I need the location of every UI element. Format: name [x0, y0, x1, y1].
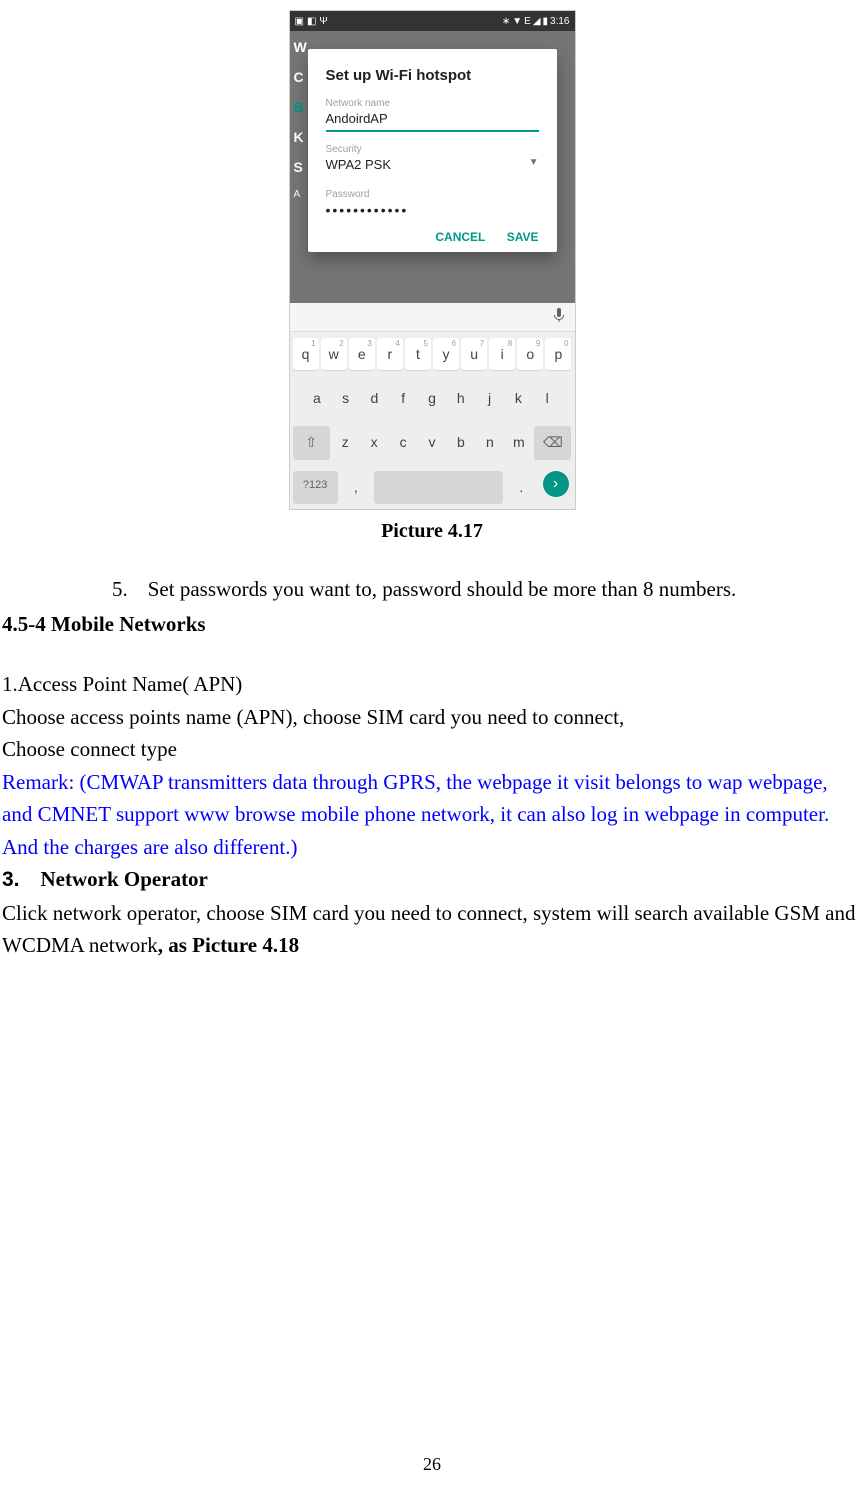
operator-number: 3. [2, 868, 20, 891]
usb-icon: Ψ [319, 16, 327, 27]
symbols-key[interactable]: ?123 [293, 471, 338, 503]
key-p[interactable]: p0 [545, 338, 571, 370]
operator-item: 3. Network Operator [2, 863, 862, 897]
apn-line-1: Choose access points name (APN), choose … [2, 701, 862, 734]
key-x[interactable]: x [361, 426, 388, 459]
step-5-number: 5. [112, 573, 128, 606]
backspace-key[interactable]: ⌫ [534, 426, 571, 459]
go-key[interactable]: › [543, 471, 569, 497]
password-input[interactable]: •••••••••••• [326, 202, 539, 222]
key-b[interactable]: b [447, 426, 474, 459]
phone-screenshot: ▣ ◧ Ψ ∗ ▼ E ◢ ▮ 3:16 W C B K [289, 10, 576, 510]
keyboard-row-3: ⇧ zxcvbnm ⌫ [290, 420, 575, 465]
document-body: 5. Set passwords you want to, password s… [0, 573, 864, 962]
key-d[interactable]: d [361, 382, 388, 414]
key-n[interactable]: n [476, 426, 503, 459]
battery-icon: ▮ [543, 16, 549, 27]
password-label: Password [326, 189, 539, 200]
keyboard-row-4: ?123 , . › [290, 465, 575, 509]
shift-key[interactable]: ⇧ [293, 426, 330, 459]
picture-icon: ▣ [295, 16, 304, 27]
dialog-title: Set up Wi-Fi hotspot [326, 67, 539, 84]
mic-icon[interactable] [553, 307, 565, 328]
key-h[interactable]: h [447, 382, 474, 414]
apn-line-2: Choose connect type [2, 733, 862, 766]
key-a[interactable]: a [304, 382, 331, 414]
data-type: E [524, 16, 531, 27]
page-number: 26 [0, 1454, 864, 1475]
security-value: WPA2 PSK [326, 157, 392, 172]
apn-subheading: 1.Access Point Name( APN) [2, 668, 862, 701]
background-list-hints: W C B K S A [294, 39, 307, 214]
operator-paragraph: Click network operator, choose SIM card … [2, 897, 862, 962]
key-y[interactable]: y6 [433, 338, 459, 370]
figure-caption: Picture 4.17 [0, 520, 864, 543]
suggestion-bar [290, 303, 575, 332]
dropdown-icon: ▼ [529, 157, 539, 172]
key-l[interactable]: l [534, 382, 561, 414]
key-u[interactable]: u7 [461, 338, 487, 370]
key-k[interactable]: k [505, 382, 532, 414]
screenshot-figure: ▣ ◧ Ψ ∗ ▼ E ◢ ▮ 3:16 W C B K [0, 10, 864, 543]
key-z[interactable]: z [332, 426, 359, 459]
key-c[interactable]: c [390, 426, 417, 459]
operator-ref: , as Picture 4.18 [158, 933, 299, 957]
key-v[interactable]: v [419, 426, 446, 459]
key-m[interactable]: m [505, 426, 532, 459]
bluetooth-icon: ∗ [502, 16, 510, 27]
network-name-input[interactable]: AndoirdAP [326, 111, 539, 132]
save-button[interactable]: SAVE [507, 230, 539, 244]
operator-text: Click network operator, choose SIM card … [2, 901, 856, 958]
comma-key[interactable]: , [340, 471, 372, 503]
key-w[interactable]: w2 [321, 338, 347, 370]
security-select[interactable]: WPA2 PSK ▼ [326, 157, 539, 177]
signal-icon: ◢ [533, 16, 541, 27]
key-f[interactable]: f [390, 382, 417, 414]
storage-icon: ◧ [307, 16, 316, 27]
period-key[interactable]: . [505, 471, 537, 503]
heading-4-5-4: 4.5-4 Mobile Networks [2, 608, 862, 641]
key-i[interactable]: i8 [489, 338, 515, 370]
security-label: Security [326, 144, 539, 155]
space-key[interactable] [374, 471, 503, 503]
key-t[interactable]: t5 [405, 338, 431, 370]
keyboard-row-2: asdfghjkl [290, 376, 575, 420]
key-r[interactable]: r4 [377, 338, 403, 370]
key-g[interactable]: g [419, 382, 446, 414]
key-e[interactable]: e3 [349, 338, 375, 370]
wifi-icon: ▼ [512, 16, 522, 27]
cancel-button[interactable]: CANCEL [435, 230, 485, 244]
key-j[interactable]: j [476, 382, 503, 414]
key-s[interactable]: s [332, 382, 359, 414]
clock-text: 3:16 [550, 16, 569, 27]
network-name-label: Network name [326, 98, 539, 109]
operator-heading: Network Operator [41, 867, 208, 891]
remark-text: Remark: (CMWAP transmitters data through… [2, 766, 862, 864]
hotspot-dialog: Set up Wi-Fi hotspot Network name Andoir… [308, 49, 557, 252]
status-bar: ▣ ◧ Ψ ∗ ▼ E ◢ ▮ 3:16 [290, 11, 575, 31]
step-5-text: Set passwords you want to, password shou… [148, 573, 737, 606]
key-o[interactable]: o9 [517, 338, 543, 370]
step-5: 5. Set passwords you want to, password s… [112, 573, 862, 606]
key-q[interactable]: q1 [293, 338, 319, 370]
soft-keyboard: q1w2e3r4t5y6u7i8o9p0 asdfghjkl ⇧ zxcvbnm… [290, 303, 575, 509]
keyboard-row-1: q1w2e3r4t5y6u7i8o9p0 [290, 332, 575, 376]
